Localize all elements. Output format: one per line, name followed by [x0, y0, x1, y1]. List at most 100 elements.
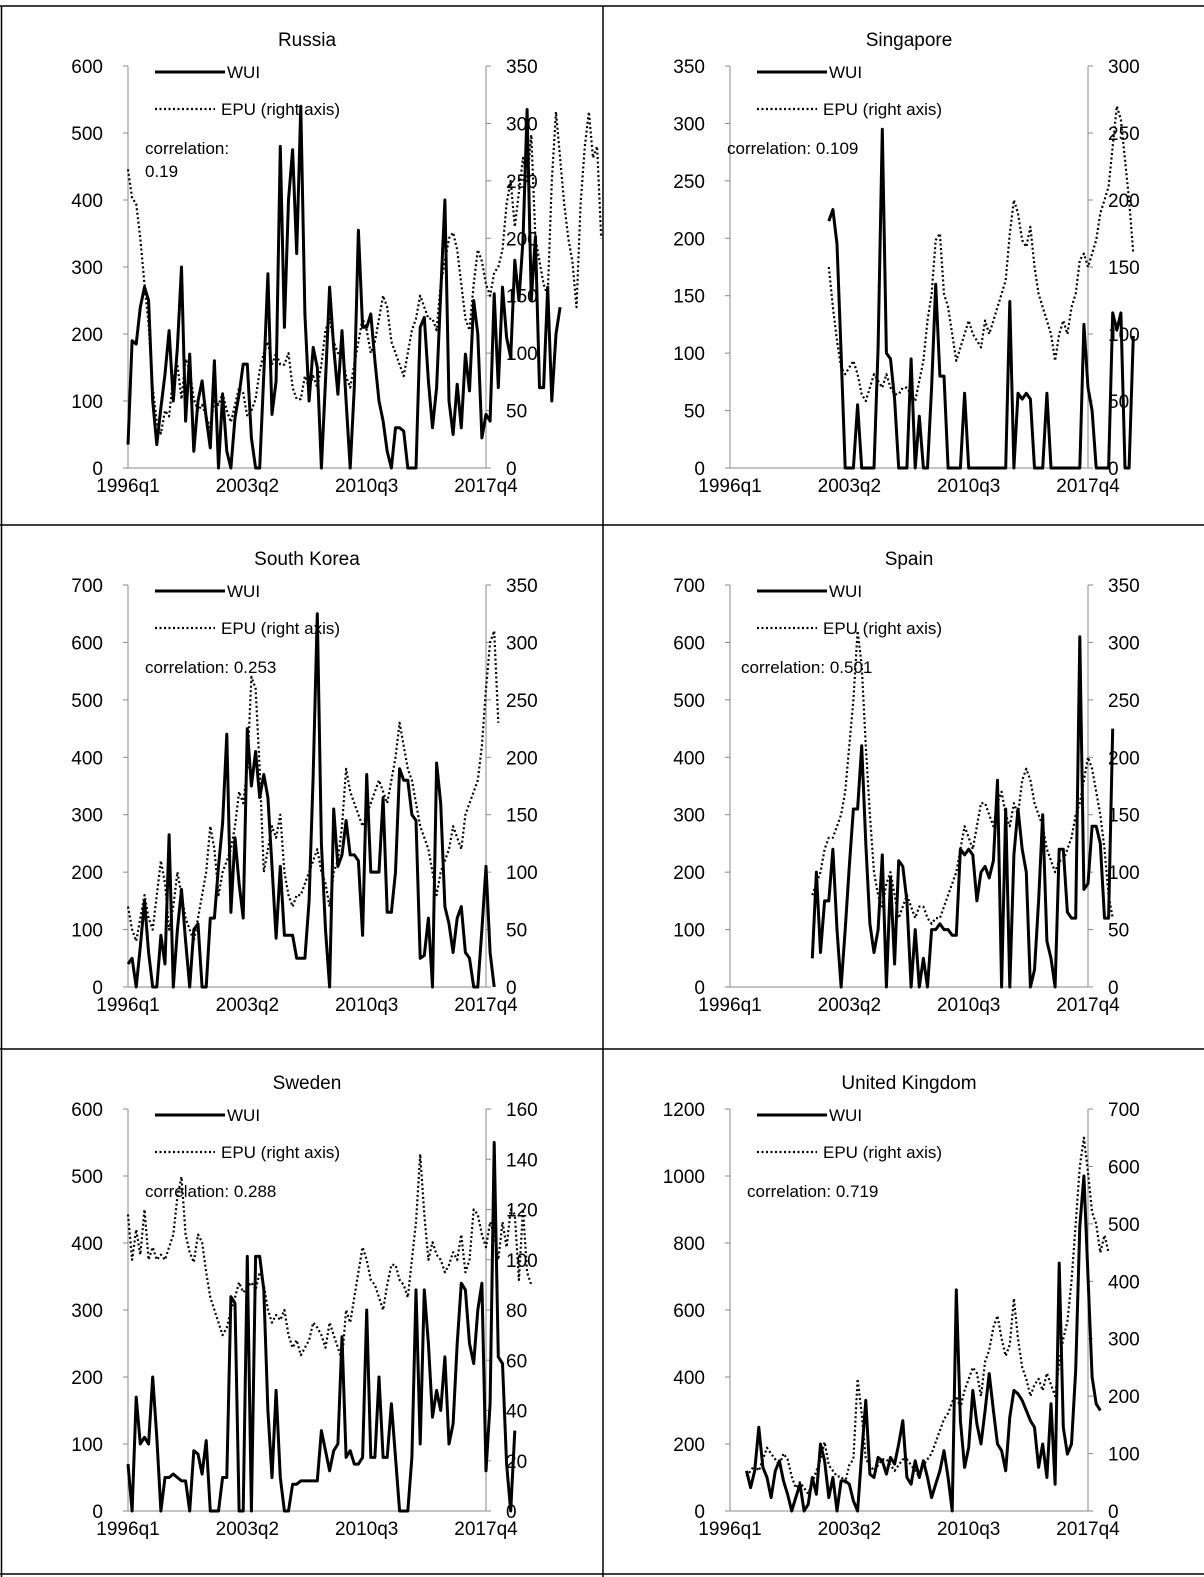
- right-tick-label: 0: [1108, 459, 1119, 480]
- chart-panel-united-kingdom: United Kingdom 0 200 400 600 800 1000 1200 0 100 2…: [605, 1051, 1204, 1571]
- right-tick-label: 350: [1108, 576, 1140, 597]
- left-tick-label: 100: [71, 1435, 103, 1456]
- chart-panel-singapore: Singapore 0 50 100 150 200 250 300 350 0 50 100 150 2…: [605, 8, 1204, 528]
- chart-panel-russia: Russia 0 100 200 300 400 500 600 0 50 100 150 200 250…: [3, 8, 603, 528]
- left-tick-label: 200: [673, 1435, 705, 1456]
- legend-label-epu: EPU (right axis): [823, 619, 942, 638]
- left-tick-label: 0: [92, 1502, 103, 1523]
- left-tick-label: 0: [92, 978, 103, 999]
- x-tick-label: 2003q2: [818, 995, 881, 1016]
- x-tick-label: 2017q4: [454, 1519, 518, 1540]
- x-tick-label: 2017q4: [1056, 1519, 1120, 1540]
- correlation-annotation: correlation: 0.288: [145, 1182, 276, 1201]
- left-tick-label: 50: [684, 402, 705, 423]
- left-tick-label: 300: [71, 806, 103, 827]
- right-tick-label: 0: [1108, 1502, 1119, 1523]
- right-tick-label: 150: [506, 806, 538, 827]
- legend-label-wui: WUI: [227, 1106, 260, 1125]
- right-tick-label: 60: [506, 1351, 527, 1372]
- x-tick-label: 2003q2: [216, 1519, 279, 1540]
- left-tick-label: 1000: [663, 1167, 705, 1188]
- series-line-wui: [810, 635, 1115, 989]
- series-line-epu: [811, 629, 1114, 925]
- x-tick-label: 2017q4: [454, 476, 518, 497]
- x-tick-label: 2017q4: [1056, 476, 1120, 497]
- right-tick-label: 300: [1108, 633, 1140, 654]
- left-tick-label: 200: [71, 863, 103, 884]
- correlation-annotation: correlation: 0.719: [747, 1182, 878, 1201]
- left-tick-label: 600: [673, 1301, 705, 1322]
- x-tick-label: 1996q1: [96, 1519, 159, 1540]
- correlation-annotation: 0.19: [145, 162, 178, 181]
- right-tick-label: 0: [506, 459, 517, 480]
- left-tick-label: 500: [71, 1167, 103, 1188]
- right-tick-label: 20: [506, 1452, 527, 1473]
- right-tick-label: 200: [1108, 191, 1140, 212]
- left-tick-label: 100: [71, 921, 103, 942]
- x-tick-label: 1996q1: [698, 1519, 761, 1540]
- left-tick-label: 0: [694, 1502, 705, 1523]
- x-tick-label: 2010q3: [335, 995, 398, 1016]
- left-tick-label: 0: [694, 459, 705, 480]
- right-tick-label: 50: [1108, 921, 1129, 942]
- left-tick-label: 800: [673, 1234, 705, 1255]
- left-tick-label: 200: [673, 863, 705, 884]
- left-tick-label: 600: [673, 633, 705, 654]
- legend-label-epu: EPU (right axis): [221, 1143, 340, 1162]
- series-line-wui: [827, 127, 1135, 470]
- chart-svg: United Kingdom 0 200 400 600 800 1000 1200 0 100 2…: [663, 1073, 1140, 1540]
- x-tick-label: 2003q2: [216, 476, 279, 497]
- x-tick-label: 2003q2: [818, 476, 881, 497]
- right-tick-label: 160: [506, 1100, 538, 1121]
- left-tick-label: 300: [71, 1301, 103, 1322]
- left-tick-label: 300: [673, 806, 705, 827]
- left-tick-label: 100: [673, 921, 705, 942]
- x-tick-label: 2010q3: [335, 476, 398, 497]
- correlation-annotation: correlation: 0.109: [727, 139, 858, 158]
- right-tick-label: 300: [1108, 1330, 1140, 1351]
- legend-label-wui: WUI: [227, 63, 260, 82]
- series-line-wui: [126, 612, 496, 989]
- left-tick-label: 250: [673, 172, 705, 193]
- correlation-annotation: correlation: 0.501: [741, 658, 872, 677]
- x-tick-label: 2010q3: [335, 1519, 398, 1540]
- left-tick-label: 400: [71, 1234, 103, 1255]
- left-tick-label: 0: [92, 459, 103, 480]
- x-tick-label: 2003q2: [818, 1519, 881, 1540]
- right-tick-label: 700: [1108, 1100, 1140, 1121]
- correlation-annotation: correlation: 0.253: [145, 658, 276, 677]
- right-tick-label: 0: [506, 978, 517, 999]
- right-tick-label: 100: [506, 863, 538, 884]
- left-tick-label: 600: [71, 1100, 103, 1121]
- correlation-annotation: correlation:: [145, 139, 229, 158]
- chart-title: Russia: [278, 30, 337, 51]
- right-tick-label: 150: [1108, 806, 1140, 827]
- x-tick-label: 2017q4: [454, 995, 518, 1016]
- left-tick-label: 700: [71, 576, 103, 597]
- chart-svg: South Korea 0 100 200 300 400 500 600 700 0 50 100 1…: [71, 549, 538, 1016]
- right-tick-label: 50: [506, 402, 527, 423]
- x-tick-label: 2017q4: [1056, 995, 1120, 1016]
- left-tick-label: 0: [694, 978, 705, 999]
- chart-svg: Russia0100200300400500600050100150200250…: [71, 30, 603, 497]
- series-line-epu: [126, 629, 500, 943]
- series-line-epu: [126, 110, 603, 435]
- left-tick-label: 350: [673, 57, 705, 78]
- right-tick-label: 0: [506, 1502, 517, 1523]
- right-tick-label: 500: [1108, 1215, 1140, 1236]
- right-tick-label: 140: [506, 1150, 538, 1171]
- left-tick-label: 100: [673, 344, 705, 365]
- right-tick-label: 300: [506, 633, 538, 654]
- series-line-epu: [745, 1136, 1110, 1495]
- right-tick-label: 250: [1108, 691, 1140, 712]
- right-tick-label: 200: [1108, 748, 1140, 769]
- series-line-epu: [126, 1153, 533, 1362]
- right-tick-label: 400: [1108, 1272, 1140, 1293]
- chart-svg: Singapore0501001502002503003500501001502…: [673, 30, 1140, 497]
- left-tick-label: 700: [673, 576, 705, 597]
- right-tick-label: 100: [1108, 1445, 1140, 1466]
- series-line-wui: [745, 1174, 1102, 1513]
- x-tick-label: 2010q3: [937, 995, 1000, 1016]
